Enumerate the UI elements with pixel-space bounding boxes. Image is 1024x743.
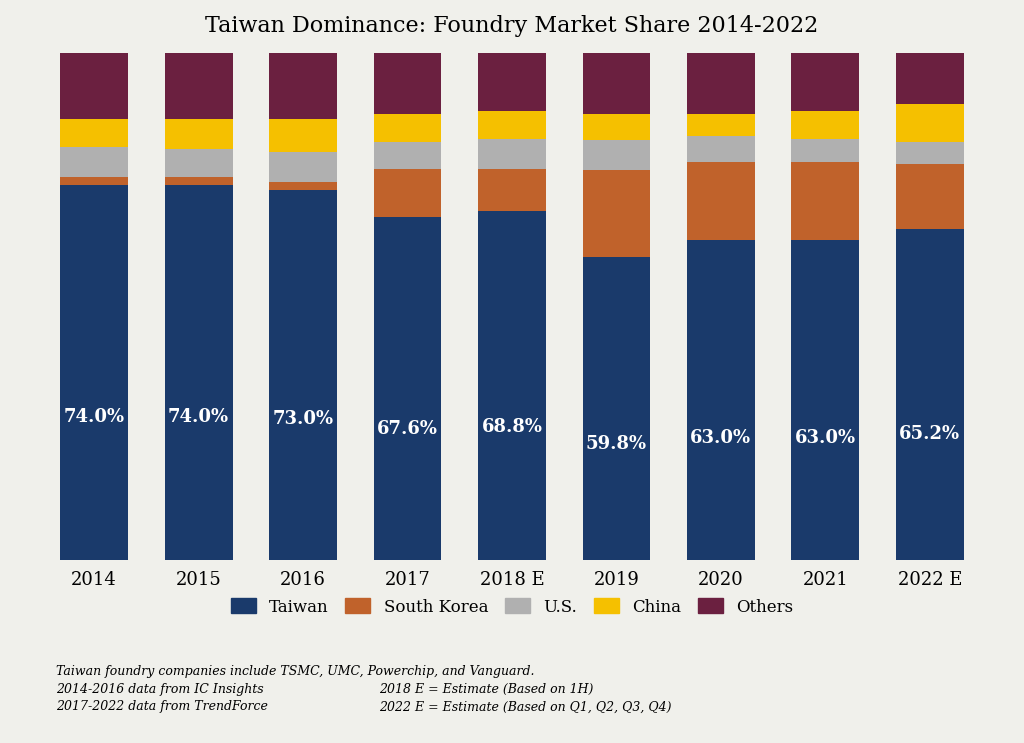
Bar bbox=[478, 211, 546, 559]
Bar bbox=[60, 184, 128, 559]
Bar bbox=[583, 140, 650, 170]
Bar bbox=[374, 141, 441, 169]
Bar bbox=[896, 164, 964, 229]
Bar bbox=[896, 53, 964, 103]
Text: 59.8%: 59.8% bbox=[586, 435, 647, 453]
Bar bbox=[896, 229, 964, 559]
Bar bbox=[269, 119, 337, 152]
Bar bbox=[60, 53, 128, 119]
Bar bbox=[269, 182, 337, 189]
Bar bbox=[687, 114, 755, 137]
Text: 2022 E = Estimate (Based on Q1, Q2, Q3, Q4): 2022 E = Estimate (Based on Q1, Q2, Q3, … bbox=[379, 701, 672, 713]
Bar bbox=[165, 53, 232, 119]
Bar bbox=[792, 111, 859, 139]
Bar bbox=[60, 146, 128, 177]
Bar bbox=[165, 119, 232, 149]
Bar bbox=[374, 169, 441, 217]
Bar bbox=[478, 169, 546, 211]
Bar bbox=[478, 139, 546, 169]
Bar bbox=[583, 256, 650, 559]
Bar bbox=[792, 162, 859, 240]
Bar bbox=[583, 114, 650, 140]
Bar bbox=[269, 152, 337, 182]
Bar bbox=[374, 53, 441, 114]
Bar bbox=[792, 240, 859, 559]
Bar bbox=[478, 53, 546, 111]
Legend: Taiwan, South Korea, U.S., China, Others: Taiwan, South Korea, U.S., China, Others bbox=[224, 591, 800, 623]
Bar bbox=[374, 114, 441, 141]
Bar bbox=[478, 111, 546, 139]
Bar bbox=[583, 170, 650, 256]
Text: 2017-2022 data from TrendForce: 2017-2022 data from TrendForce bbox=[56, 701, 268, 713]
Bar bbox=[165, 149, 232, 177]
Bar bbox=[896, 141, 964, 164]
Bar bbox=[687, 53, 755, 114]
Bar bbox=[792, 53, 859, 111]
Bar bbox=[896, 103, 964, 141]
Bar bbox=[60, 177, 128, 184]
Bar bbox=[269, 53, 337, 119]
Bar bbox=[687, 137, 755, 162]
Text: 65.2%: 65.2% bbox=[899, 425, 961, 443]
Text: 74.0%: 74.0% bbox=[168, 408, 229, 426]
Text: 74.0%: 74.0% bbox=[63, 408, 125, 426]
Text: 67.6%: 67.6% bbox=[377, 421, 438, 438]
Text: 2014-2016 data from IC Insights: 2014-2016 data from IC Insights bbox=[56, 684, 264, 696]
Text: Taiwan foundry companies include TSMC, UMC, Powerchip, and Vanguard.: Taiwan foundry companies include TSMC, U… bbox=[56, 665, 535, 678]
Text: 73.0%: 73.0% bbox=[272, 410, 334, 428]
Text: 68.8%: 68.8% bbox=[481, 418, 543, 436]
Bar bbox=[583, 53, 650, 114]
Bar bbox=[165, 184, 232, 559]
Bar bbox=[687, 162, 755, 240]
Title: Taiwan Dominance: Foundry Market Share 2014-2022: Taiwan Dominance: Foundry Market Share 2… bbox=[206, 15, 818, 37]
Text: 63.0%: 63.0% bbox=[795, 429, 856, 447]
Bar bbox=[687, 240, 755, 559]
Bar bbox=[792, 139, 859, 162]
Text: 2018 E = Estimate (Based on 1H): 2018 E = Estimate (Based on 1H) bbox=[379, 684, 593, 696]
Bar bbox=[165, 177, 232, 184]
Text: 63.0%: 63.0% bbox=[690, 429, 752, 447]
Bar bbox=[269, 189, 337, 559]
Bar bbox=[60, 119, 128, 146]
Bar bbox=[374, 217, 441, 559]
